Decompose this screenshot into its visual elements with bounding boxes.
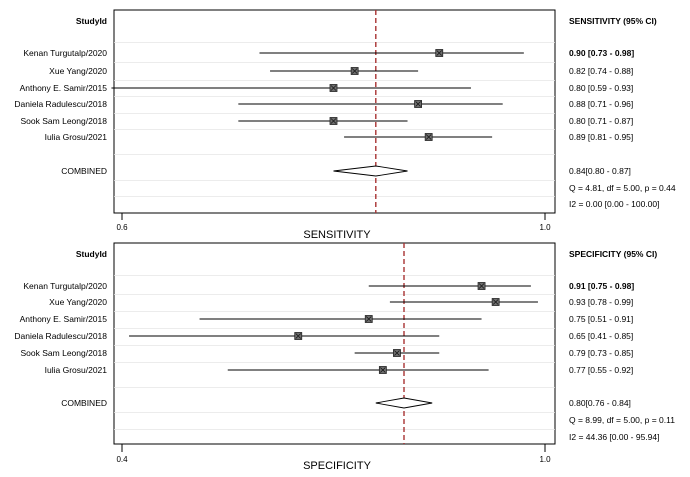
point-estimate-cross [380,367,386,373]
point-estimate-cross [351,68,358,74]
study-label: Xue Yang/2020 [49,66,107,76]
heterogeneity-stat: I2 = 0.00 [0.00 - 100.00] [569,199,660,209]
study-label: Sook Sam Leong/2018 [21,348,108,358]
ci-value: 0.91 [0.75 - 0.98] [569,281,634,291]
ci-value: 0.82 [0.74 - 0.88] [569,66,633,76]
plot-frame [113,9,556,214]
heterogeneity-stat: I2 = 44.36 [0.00 - 95.94] [569,432,660,442]
ci-value: 0.88 [0.71 - 0.96] [569,99,633,109]
heterogeneity-stat: Q = 8.99, df = 5.00, p = 0.11 [569,415,675,425]
ci-value: 0.80 [0.71 - 0.87] [569,116,633,126]
point-estimate-cross [415,101,421,107]
x-tick-label: 0.6 [116,223,128,232]
combined-ci-value: 0.84[0.80 - 0.87] [569,166,631,176]
x-axis-label: SENSITIVITY [303,229,371,241]
study-label: Daniela Radulescu/2018 [14,99,107,109]
ci-value: 0.65 [0.41 - 0.85] [569,331,633,341]
study-label: Iulia Grosu/2021 [45,132,108,142]
x-tick-label: 1.0 [539,223,551,232]
ci-value: 0.90 [0.73 - 0.98] [569,48,634,58]
x-tick-label: 1.0 [539,455,551,464]
ci-header: SPECIFICITY (95% CI) [569,249,657,259]
point-estimate-cross [366,316,372,322]
ci-value: 0.93 [0.78 - 0.99] [569,297,633,307]
forest-panel-specificity: StudyId SPECIFICITY (95% CI) Kenan Turguta… [14,242,675,472]
heterogeneity-stat: Q = 4.81, df = 5.00, p = 0.44 [569,183,676,193]
point-estimate-cross [295,333,301,339]
study-label: Kenan Turgutalp/2020 [23,281,107,291]
study-id-header: StudyId [76,249,107,259]
forest-panel-sensitivity: StudyId SENSITIVITY (95% CI) Kenan Turguta… [14,9,676,241]
study-id-header: StudyId [76,16,107,26]
point-estimate-cross [492,299,499,305]
study-label: Daniela Radulescu/2018 [14,331,107,341]
ci-value: 0.75 [0.51 - 0.91] [569,314,633,324]
study-label: Iulia Grosu/2021 [45,365,108,375]
combined-ci-value: 0.80[0.76 - 0.84] [569,398,631,408]
ci-value: 0.89 [0.81 - 0.95] [569,132,633,142]
ci-value: 0.77 [0.55 - 0.92] [569,365,633,375]
combined-diamond [375,397,433,409]
combined-diamond [333,165,408,177]
combined-label: COMBINED [61,166,107,176]
plot-frame [113,242,556,445]
ci-value: 0.79 [0.73 - 0.85] [569,348,633,358]
study-label: Sook Sam Leong/2018 [21,116,108,126]
study-label: Anthony E. Samir/2015 [20,314,108,324]
point-estimate-cross [478,283,485,289]
combined-label: COMBINED [61,398,107,408]
ci-value: 0.80 [0.59 - 0.93] [569,83,633,93]
point-estimate-cross [330,85,337,91]
study-label: Xue Yang/2020 [49,297,107,307]
x-axis-label: SPECIFICITY [303,460,372,472]
x-tick-label: 0.4 [116,455,128,464]
point-estimate-cross [436,50,442,56]
ci-header: SENSITIVITY (95% CI) [569,16,657,26]
point-estimate-cross [394,350,400,356]
study-label: Anthony E. Samir/2015 [20,83,108,93]
point-estimate-cross [330,118,337,124]
point-estimate-cross [425,134,432,140]
study-label: Kenan Turgutalp/2020 [23,48,107,58]
